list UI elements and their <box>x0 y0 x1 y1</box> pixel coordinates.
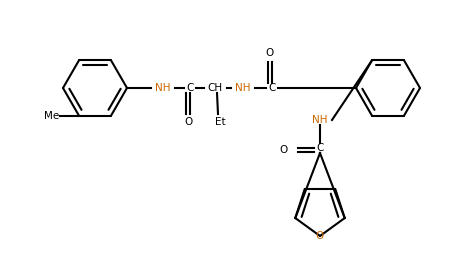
Text: O: O <box>184 117 192 127</box>
Text: Me: Me <box>44 111 59 121</box>
Text: O: O <box>266 48 274 58</box>
Text: NH: NH <box>235 83 251 93</box>
Text: CH: CH <box>207 83 222 93</box>
Text: NH: NH <box>312 115 328 125</box>
Text: C: C <box>268 83 276 93</box>
Text: O: O <box>316 231 324 241</box>
Text: O: O <box>280 145 288 155</box>
Text: Et: Et <box>215 117 225 127</box>
Text: C: C <box>186 83 194 93</box>
Text: NH: NH <box>155 83 171 93</box>
Text: C: C <box>316 143 324 153</box>
